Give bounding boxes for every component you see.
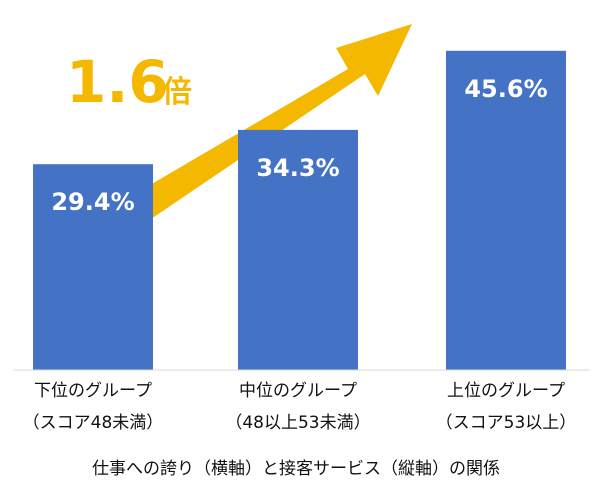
multiplier-suffix: 倍	[162, 75, 192, 110]
category-label-1-line-1: 下位のグループ	[34, 381, 152, 401]
bar-value-label-3: 45.6%	[464, 75, 547, 103]
bar-value-label-2: 34.3%	[256, 154, 339, 182]
multiplier-number: 1.6	[66, 48, 169, 116]
category-label-1-line-2: （スコア48未満）	[23, 413, 164, 433]
category-label-2-line-2: （48以上53未満）	[225, 413, 370, 433]
bar-1	[33, 164, 153, 370]
bar-2	[238, 129, 358, 370]
category-label-2-line-1: 中位のグループ	[239, 381, 357, 401]
bar-value-label-1: 29.4%	[51, 188, 134, 216]
category-label-3-line-1: 上位のグループ	[447, 381, 565, 401]
chart-caption: 仕事への誇り（横軸）と接客サービス（縦軸）の関係	[92, 459, 500, 479]
bar-3	[446, 50, 566, 371]
category-label-3-line-2: （スコア53以上）	[436, 413, 577, 433]
